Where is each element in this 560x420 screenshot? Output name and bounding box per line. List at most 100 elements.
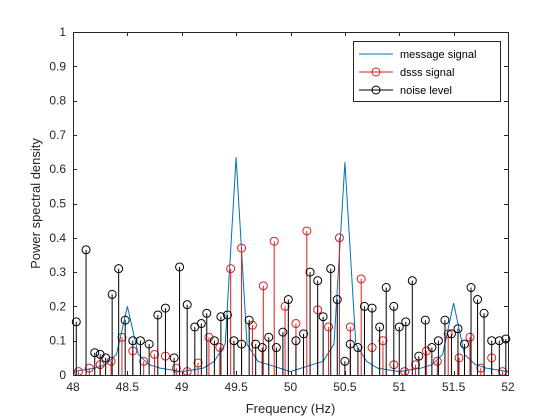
x-tick-label: 48 — [66, 380, 80, 394]
stem-marker-noise-level — [101, 353, 111, 363]
stem-marker-noise-level — [135, 336, 145, 346]
y-tick-label: 0.8 — [49, 94, 66, 108]
x-tick-label: 48.5 — [116, 380, 140, 394]
stem-marker-dsss-signal — [302, 226, 312, 236]
x-tick-label: 52 — [501, 380, 515, 394]
stem-marker-dsss-signal — [334, 233, 344, 243]
stem-marker-dsss-signal — [171, 363, 181, 373]
stem-marker-noise-level — [420, 315, 430, 325]
stem-marker-noise-level — [501, 334, 511, 344]
legend-message-signal-label: message signal — [400, 49, 476, 61]
stem-marker-dsss-signal — [139, 356, 149, 366]
stem-marker-dsss-signal — [84, 363, 94, 373]
legend: message signal dsss signal noise level — [353, 41, 501, 102]
y-tick-label: 0.1 — [49, 334, 66, 348]
stem-marker-dsss-signal — [345, 322, 355, 332]
y-tick-labels: 0 0.1 0.2 0.3 0.4 0.5 0.6 0.7 0.8 0.9 1 — [49, 25, 66, 382]
stem-marker-noise-level — [389, 301, 399, 311]
stem-marker-dsss-signal — [193, 358, 203, 368]
stem-marker-noise-level — [81, 245, 91, 255]
stem-marker-noise-level — [375, 322, 385, 332]
stem-marker-noise-level — [107, 289, 117, 299]
stem-marker-dsss-signal — [150, 349, 160, 359]
x-tick-label: 51.5 — [442, 380, 466, 394]
stem-marker-noise-level — [283, 295, 293, 305]
stem-marker-noise-level — [291, 336, 301, 346]
series-message-signal — [72, 157, 509, 373]
stem-marker-noise-level — [182, 300, 192, 310]
stem-marker-dsss-signal — [247, 320, 257, 330]
x-tick-label: 49.5 — [224, 380, 248, 394]
stem-marker-noise-level — [229, 336, 239, 346]
stem-marker-noise-level — [440, 315, 450, 325]
stem-marker-noise-level — [446, 329, 456, 339]
stem-marker-noise-level — [257, 343, 267, 353]
stem-marker-noise-level — [494, 336, 504, 346]
stem-marker-noise-level — [71, 317, 81, 327]
legend-entry-noise-level: noise level — [359, 85, 452, 97]
y-axis-label: Power spectral density — [28, 138, 43, 269]
stem-marker-noise-level — [427, 343, 437, 353]
y-tick-label: 0.9 — [49, 59, 66, 73]
series-noise-level — [71, 245, 511, 375]
stem-marker-dsss-signal — [258, 281, 268, 291]
stem-marker-noise-level — [401, 317, 411, 327]
stem-marker-noise-level — [299, 329, 309, 339]
y-tick-label: 0.3 — [49, 265, 66, 279]
y-tick-label: 0.4 — [49, 231, 66, 245]
stem-marker-dsss-signal — [291, 319, 301, 329]
stem-marker-noise-level — [433, 336, 443, 346]
stem-marker-dsss-signal — [237, 243, 247, 253]
stem-marker-noise-level — [326, 264, 336, 274]
y-tick-label: 0.7 — [49, 128, 66, 142]
x-tick-label: 51 — [393, 380, 407, 394]
stem-marker-noise-level — [202, 308, 212, 318]
axes-box — [73, 32, 509, 376]
stem-marker-noise-level — [90, 348, 100, 358]
stem-marker-noise-level — [222, 310, 232, 320]
stem-marker-noise-level — [332, 295, 342, 305]
stem-marker-noise-level — [209, 336, 219, 346]
stem-marker-noise-level — [160, 303, 170, 313]
x-axis-label: Frequency (Hz) — [246, 401, 336, 416]
stem-marker-noise-level — [244, 315, 254, 325]
stem-marker-noise-level — [278, 327, 288, 337]
series-layer — [71, 157, 511, 377]
stem-marker-dsss-signal — [226, 264, 236, 274]
series-line-message-signal — [72, 157, 509, 373]
stem-marker-dsss-signal — [465, 332, 475, 342]
stem-marker-noise-level — [175, 262, 185, 272]
stem-marker-noise-level — [479, 308, 489, 318]
stem-marker-dsss-signal — [215, 343, 225, 353]
stem-marker-noise-level — [381, 283, 391, 293]
stem-marker-noise-level — [305, 267, 315, 277]
stem-marker-dsss-signal — [443, 329, 453, 339]
legend-entry-message-signal: message signal — [359, 49, 476, 61]
stem-marker-noise-level — [237, 339, 247, 349]
stem-marker-noise-level — [414, 351, 424, 361]
stem-marker-noise-level — [313, 276, 323, 286]
stem-marker-noise-level — [120, 315, 130, 325]
stem-marker-noise-level — [114, 264, 124, 274]
stem-marker-noise-level — [453, 324, 463, 334]
x-tick-labels: 48 48.5 49 49.5 50 50.5 51 51.5 52 — [66, 380, 515, 394]
stem-marker-noise-level — [153, 310, 163, 320]
stem-marker-noise-level — [340, 356, 350, 366]
stem-marker-noise-level — [367, 303, 377, 313]
stem-marker-noise-level — [196, 319, 206, 329]
stem-marker-dsss-signal — [324, 322, 334, 332]
stem-marker-noise-level — [345, 339, 355, 349]
legend-dsss-signal-swatch-marker — [371, 67, 381, 77]
stem-marker-noise-level — [407, 276, 417, 286]
stem-marker-noise-level — [144, 339, 154, 349]
stem-marker-dsss-signal — [432, 356, 442, 366]
stem-marker-dsss-signal — [378, 336, 388, 346]
x-tick-label: 50.5 — [333, 380, 357, 394]
legend-entry-dsss-signal: dsss signal — [359, 67, 454, 79]
x-tick-label: 49 — [175, 380, 189, 394]
y-tick-label: 1 — [59, 25, 66, 39]
stem-marker-dsss-signal — [117, 332, 127, 342]
stem-marker-noise-level — [318, 312, 328, 322]
stem-marker-dsss-signal — [454, 353, 464, 363]
